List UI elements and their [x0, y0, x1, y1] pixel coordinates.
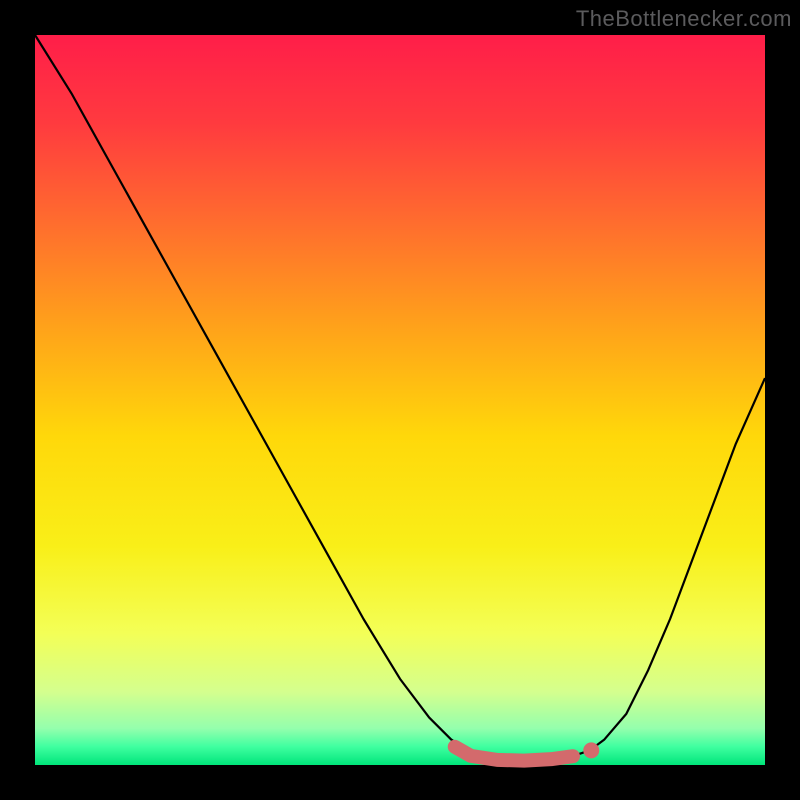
watermark-text: TheBottlenecker.com — [576, 6, 792, 32]
optimal-range-end-dot — [583, 742, 599, 758]
bottleneck-chart-svg — [0, 0, 800, 800]
chart-stage: TheBottlenecker.com — [0, 0, 800, 800]
